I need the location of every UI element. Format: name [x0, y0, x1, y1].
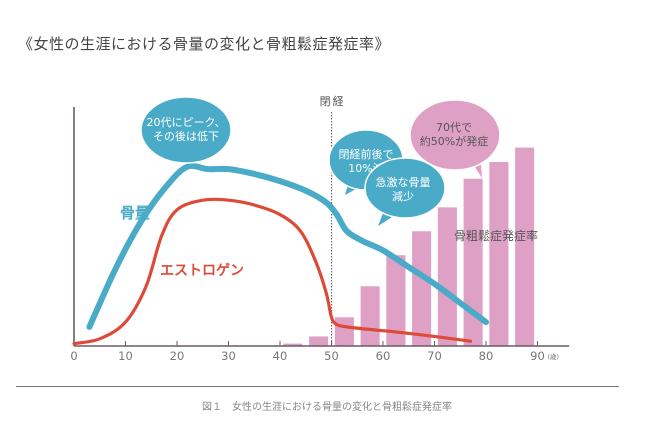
x-tick-label: 20 — [170, 349, 185, 363]
page-title: 《女性の生涯における骨量の変化と骨粗鬆症発症率》 — [18, 35, 391, 53]
bars-group — [283, 147, 535, 346]
annotation-text: 急激な骨量 — [376, 175, 431, 189]
annotation-text: 閉経前後で — [339, 147, 394, 161]
x-tick-label: 60 — [376, 349, 391, 363]
bubble-body — [140, 96, 232, 164]
series-label: 骨粗鬆症発症率 — [454, 228, 538, 243]
x-tick-label: 90 — [530, 349, 545, 363]
annotation-bubble: 20代にピーク、その後は低下 — [140, 96, 232, 164]
bar — [386, 255, 406, 346]
bar — [515, 147, 535, 346]
lines-group — [72, 162, 489, 346]
x-tick-label: 50 — [324, 349, 339, 363]
series-label: エストロゲン — [160, 262, 244, 279]
caption-divider — [16, 386, 619, 387]
x-tick-label: 10 — [118, 349, 133, 363]
bar — [463, 178, 483, 346]
x-tick-label: 30 — [221, 349, 236, 363]
bar — [309, 336, 329, 346]
annotation-text: 70代で — [436, 121, 472, 134]
series-label: 骨量 — [120, 204, 150, 222]
annotation-text: 20代にピーク、 — [146, 116, 225, 129]
bubbles-group: 20代にピーク、その後は低下閉経前後で10%減急激な骨量減少70代で約50%が発… — [140, 96, 501, 226]
annotation-text: 減少 — [392, 189, 414, 203]
bar — [489, 161, 509, 346]
estrogen-line — [72, 197, 473, 346]
x-tick-label: 0 — [70, 349, 77, 363]
x-unit-label: (歳) — [548, 352, 560, 361]
bubble-body — [364, 157, 446, 219]
x-tick-label: 40 — [273, 349, 288, 363]
bone-mass-line — [86, 162, 489, 330]
bar — [437, 207, 457, 346]
figure-caption: 図１ 女性の生涯における骨量の変化と骨粗鬆症発症率 — [202, 402, 452, 413]
x-tick-label: 70 — [427, 349, 442, 363]
bar — [283, 343, 303, 346]
bar — [334, 317, 354, 346]
bubble-body — [409, 99, 501, 171]
axes-group: 0 10 20 30 40 50 60 70 80 90 (歳) — [70, 107, 570, 363]
annotation-text: 約50%が発症 — [420, 134, 488, 148]
menopause-label: 閉経 — [320, 95, 346, 108]
bar — [360, 286, 380, 346]
x-tick-label: 80 — [479, 349, 494, 363]
bar — [412, 231, 432, 346]
annotation-text: その後は低下 — [153, 129, 219, 143]
